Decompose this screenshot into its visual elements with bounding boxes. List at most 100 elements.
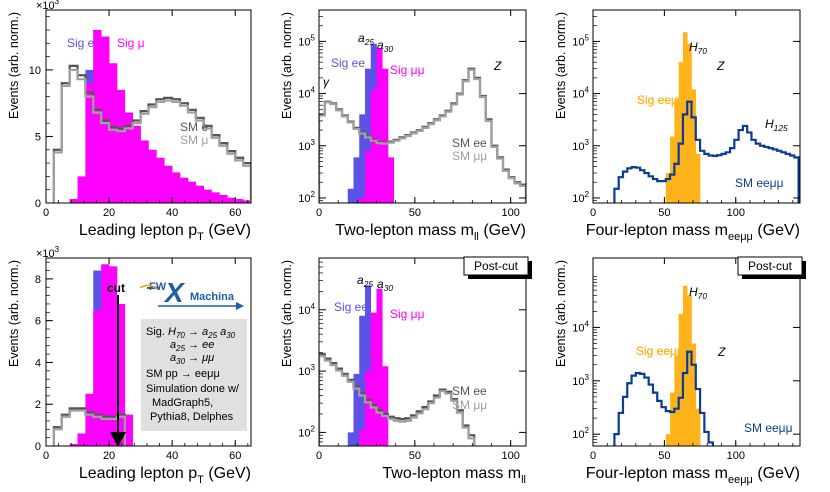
x-axis-label-main: Two-lepton mass m: [382, 465, 521, 482]
plot-area-p3: [613, 32, 800, 203]
label-h70: H70: [689, 285, 707, 301]
hist-bar-Sig-μμ: [388, 157, 395, 203]
plot-area-p6: [613, 285, 715, 446]
hist-bar-Sig-μμ: [382, 68, 389, 203]
badge-label: Post-cut: [474, 259, 519, 273]
info-line3: a30 → μμ: [170, 352, 214, 366]
logo-swoosh: [139, 284, 159, 291]
y-tick-base: 10: [572, 376, 584, 388]
badge-box: [463, 256, 529, 276]
label-a30: a30: [377, 277, 393, 293]
hist-line-SM-μμ: [319, 68, 526, 203]
label-a30-main: a: [377, 277, 384, 291]
y-tick-exp: 4: [311, 86, 316, 95]
info-line1: Sig. H70 → a25 a30: [146, 326, 236, 340]
y-tick-exp: 3: [311, 138, 316, 147]
hist-line-SM-μμ: [319, 355, 476, 446]
hist-bar-Sig-μ: [101, 264, 110, 446]
y-tick-label: 8: [35, 274, 41, 286]
hist-bar-Sig-eeμμ: [687, 43, 692, 203]
hist-bar-Sig-eeμμ: [682, 285, 688, 446]
hist-bar-Sig-μ: [227, 197, 236, 203]
y-tick-label: 102: [572, 190, 589, 205]
cut-label: cut: [107, 281, 125, 295]
label-gamma: γ: [323, 75, 330, 89]
x-tick-label: 100: [501, 207, 519, 219]
x-tick-label: 0: [316, 450, 322, 462]
hist-bar-Sig-μμ: [370, 312, 377, 446]
hist-bar-Sig-μμ: [365, 150, 372, 203]
y-tick-label: 4: [35, 357, 41, 369]
x-tick-label: 40: [166, 207, 178, 219]
hist-bar-Sig-μ: [69, 443, 78, 446]
hist-bar-Sig-eeμμ: [674, 355, 679, 446]
y-tick-base: 10: [298, 36, 310, 48]
x-axis-label-sub: eeμμ: [728, 474, 753, 486]
x-axis-label-sub: eeμμ: [728, 231, 753, 243]
fwx-machina-logo: FWX Machina: [139, 277, 244, 310]
legend-sig-eemumu: Sig eeμμ: [637, 93, 685, 107]
x-tick-label: 0: [590, 207, 596, 219]
y-tick-exp: 5: [311, 33, 316, 42]
y-tick-exp: 3: [585, 373, 590, 382]
hist-bar-Sig-μμ: [365, 371, 372, 446]
y-tick-base: 10: [298, 193, 310, 205]
hist-bar-Sig-μμ: [370, 89, 377, 203]
legend-sig-eemumu: Sig eeμμ: [636, 344, 684, 358]
hist-bar-Sig-μ: [219, 195, 228, 203]
y-tick-exp: 3: [311, 363, 316, 372]
x-tick-label: 0: [590, 450, 596, 462]
x-axis-label: Two-lepton mass mll: [382, 465, 526, 486]
info-l2b: 25: [175, 344, 185, 353]
info-l1h: 30: [226, 331, 235, 340]
hist-line-SM-μ: [52, 68, 251, 203]
legend-sig-ee: Sig ee: [331, 56, 365, 70]
y-multiplier-exp: 3: [55, 245, 60, 254]
y-axis-label: Events (arb. norm.): [7, 12, 21, 119]
logo-machina: Machina: [190, 291, 235, 303]
y-tick-exp: 2: [311, 424, 316, 433]
badge-label: Post-cut: [748, 259, 793, 273]
info-box-bg: [141, 319, 247, 431]
y-multiplier: ×103: [36, 245, 60, 260]
hist-bar-Sig-eeμμ: [665, 173, 671, 203]
label-h70-sub: 70: [698, 291, 708, 301]
hist-bar-Sig-eeμμ: [674, 98, 679, 203]
y-tick-label: 103: [298, 363, 315, 378]
y-tick-label: 104: [572, 86, 589, 101]
hist-bar-Sig-μ: [116, 89, 126, 203]
legend-p6: H70 Z Sig eeμμ SM eeμμ: [636, 285, 793, 435]
y-tick-label: 2: [35, 399, 41, 411]
x-tick-label: 60: [229, 450, 241, 462]
hist-bar-Sig-eeμμ: [695, 408, 701, 446]
x-tick-label: 100: [501, 450, 519, 462]
x-axis-label-main: Leading lepton p: [79, 222, 197, 239]
hist-bar-Sig-eeμμ: [670, 392, 675, 446]
hist-bar-Sig-μ: [187, 181, 197, 203]
hist-bar-Sig-μ: [109, 63, 118, 203]
y-tick-base: 10: [572, 429, 584, 441]
label-h70: H70: [689, 40, 707, 56]
y-tick-exp: 3: [585, 138, 590, 147]
legend-sm-mu: SM μ: [180, 133, 208, 147]
y-tick-label: 104: [298, 86, 315, 101]
info-l1b: H: [168, 326, 176, 338]
plot-frame: [45, 9, 252, 204]
hist-line-SM-eeμμ: [613, 350, 715, 446]
hist-bar-Sig-μμ: [376, 288, 383, 446]
label-z: Z: [717, 345, 726, 359]
hist-line-SM-μ: [52, 409, 126, 446]
y-tick-base: 10: [298, 89, 310, 101]
x-axis-label-unit: (GeV): [753, 222, 800, 239]
x-tick-label: 50: [658, 450, 670, 462]
y-multiplier: ×103: [36, 0, 60, 12]
label-h70-main: H: [689, 285, 698, 299]
legend-sm-e: SM e: [180, 120, 208, 134]
axes-p4: 0 20 40 60 0 2 4 6 8 ×103 Events (arb. norm.) Leadi…: [7, 245, 252, 486]
x-tick-label: 100: [727, 207, 745, 219]
x-axis-label: Four-lepton mass meeμμ (GeV): [586, 465, 800, 486]
